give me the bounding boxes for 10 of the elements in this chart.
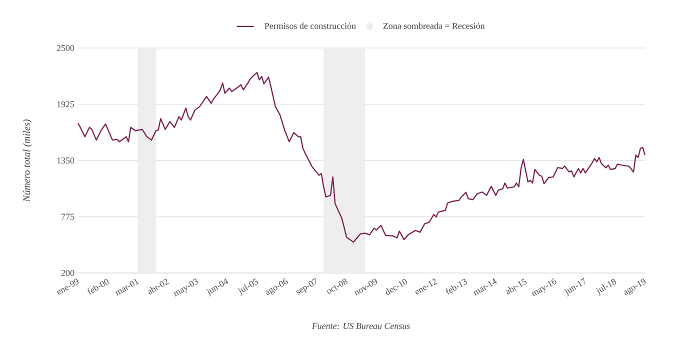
y-axis-title: Número total (miles)	[22, 119, 32, 202]
legend-label: Permisos de construcción	[264, 22, 356, 29]
source-note: Fuente: US Bureau Census	[312, 322, 410, 330]
y-tick-label: 775	[62, 214, 74, 220]
y-tick-label: 2500	[56, 44, 74, 52]
line-series	[77, 72, 646, 243]
y-tick-label: 200	[61, 270, 74, 276]
y-tick-label: 1350	[57, 157, 74, 164]
legend-label: Zona sombreada = Recesión	[383, 22, 485, 29]
y-tick-label: 1925	[57, 101, 74, 108]
